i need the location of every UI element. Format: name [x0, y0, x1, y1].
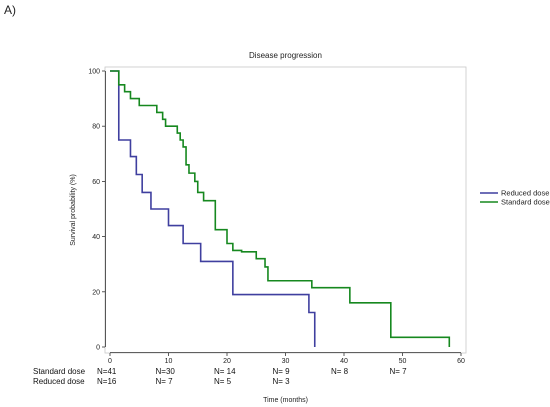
y-tick-label: 60 [92, 179, 100, 186]
x-tick-label: 60 [457, 358, 465, 365]
axes-layer: Disease progression 0 20 40 60 80 100 0 10 20 30 40… [70, 51, 465, 404]
x-tick-label: 30 [282, 358, 290, 365]
series-layer [110, 70, 451, 347]
series-line-standard-dose [110, 70, 451, 347]
panel-label: A) [4, 3, 16, 17]
plot-border [104, 66, 467, 354]
at-risk-count: N=41 [97, 367, 117, 376]
x-tick-label: 40 [340, 358, 348, 365]
chart-title: Disease progression [249, 51, 322, 60]
at-risk-count: N= 5 [214, 377, 232, 386]
y-tick-label: 100 [88, 69, 100, 76]
at-risk-count: N= 7 [156, 377, 174, 386]
x-tick-label: 0 [108, 358, 112, 365]
y-tick-label: 20 [92, 289, 100, 296]
at-risk-count: N= 14 [214, 367, 236, 376]
x-tick-label: 10 [165, 358, 173, 365]
at-risk-count: N= 9 [273, 367, 291, 376]
y-tick-label: 40 [92, 234, 100, 241]
at-risk-count: N=30 [156, 367, 176, 376]
at-risk-count: N= 8 [331, 367, 349, 376]
legend-label: Reduced dose [501, 189, 549, 198]
plot-frame [104, 66, 467, 354]
at-risk-row-label: Standard dose [33, 367, 86, 376]
at-risk-count: N=16 [97, 377, 117, 386]
x-tick-label: 50 [399, 358, 407, 365]
y-tick-label: 80 [92, 124, 100, 131]
x-axis-title: Time (months) [263, 397, 308, 404]
at-risk-table: Standard dose N=41 N=30 N= 14 N= 9 N= 8 N= 7 Re… [33, 367, 407, 386]
at-risk-count: N= 3 [273, 377, 291, 386]
y-tick-label: 0 [96, 345, 100, 352]
legend-label: Standard dose [501, 198, 550, 207]
x-tick-label: 20 [223, 358, 231, 365]
at-risk-row-label: Reduced dose [33, 377, 85, 386]
at-risk-count: N= 7 [390, 367, 408, 376]
series-line-reduced-dose [110, 70, 316, 347]
y-axis-title: Survival probability (%) [70, 174, 77, 246]
